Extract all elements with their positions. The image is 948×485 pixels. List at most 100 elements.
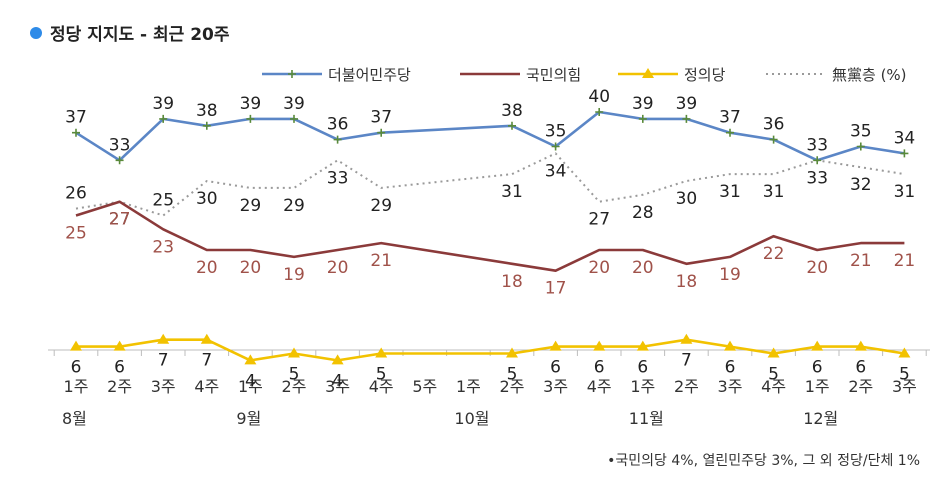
point-democratic	[290, 114, 298, 123]
point-democratic	[900, 149, 909, 158]
data-label-democratic: 36	[763, 115, 785, 135]
point-democratic	[726, 128, 734, 137]
data-label-justice: 7	[158, 351, 169, 371]
month-label: 8월	[62, 409, 87, 428]
point-democratic	[246, 114, 255, 123]
x-tick-label: 3주	[543, 377, 568, 396]
data-label-ppp: 20	[632, 258, 654, 278]
x-tick-label: 4주	[194, 377, 219, 396]
data-label-ppp: 20	[196, 258, 218, 278]
point-democratic	[202, 121, 211, 130]
data-label-democratic: 36	[327, 115, 349, 135]
title-bullet-icon	[30, 26, 42, 39]
data-label-ppp: 18	[676, 272, 698, 292]
data-label-ppp: 22	[763, 244, 785, 264]
month-label: 10월	[454, 409, 489, 428]
point-justice	[636, 340, 649, 351]
point-democratic	[508, 121, 516, 130]
data-label-ppp: 21	[894, 251, 916, 271]
data-label-democratic: 33	[806, 135, 828, 155]
series-line-independent	[75, 152, 905, 217]
x-tick-label: 3주	[151, 377, 176, 396]
series-line-democratic	[75, 110, 905, 162]
data-label-independent: 31	[763, 182, 785, 202]
data-label-justice: 6	[725, 358, 736, 378]
chart-title: 정당 지지도 - 최근 20주	[50, 25, 230, 45]
data-label-justice: 6	[812, 358, 823, 378]
point-democratic	[682, 114, 691, 123]
point-justice	[898, 347, 911, 358]
x-tick-label: 2주	[282, 377, 307, 396]
data-label-independent: 26	[65, 184, 87, 204]
x-tick-label: 1주	[64, 377, 89, 396]
data-label-ppp: 27	[109, 210, 131, 230]
data-label-democratic: 39	[283, 94, 305, 114]
data-label-justice: 5	[768, 365, 779, 385]
data-label-democratic: 37	[370, 108, 392, 128]
data-label-justice: 6	[114, 358, 125, 378]
point-justice	[549, 340, 562, 351]
data-label-justice: 6	[594, 358, 605, 378]
data-label-democratic: 39	[240, 94, 262, 114]
point-democratic	[638, 114, 647, 123]
month-label: 9월	[236, 409, 261, 428]
data-label-democratic: 35	[545, 122, 567, 142]
data-label-independent: 32	[850, 175, 872, 195]
legend-label-justice: 정의당	[684, 66, 726, 84]
data-label-ppp: 19	[719, 265, 741, 285]
point-democratic	[769, 135, 778, 144]
data-label-democratic: 38	[196, 101, 218, 121]
x-tick-label: 3주	[325, 377, 350, 396]
data-label-democratic: 39	[676, 94, 698, 114]
point-justice	[288, 347, 300, 358]
x-tick-label: 1주	[238, 377, 263, 396]
data-label-independent: 31	[501, 182, 523, 202]
point-justice	[767, 347, 780, 358]
data-label-independent: 27	[588, 210, 610, 230]
data-label-ppp: 21	[850, 251, 872, 271]
point-justice	[506, 347, 518, 358]
point-justice	[157, 333, 170, 344]
data-label-ppp: 17	[545, 279, 567, 299]
data-label-independent: 25	[152, 191, 174, 211]
data-label-democratic: 37	[65, 108, 87, 128]
data-label-ppp: 21	[370, 251, 392, 271]
data-label-justice: 6	[855, 358, 866, 378]
data-label-justice: 6	[71, 358, 82, 378]
legend-label-ppp: 국민의힘	[526, 66, 581, 84]
point-justice	[70, 340, 82, 351]
data-label-independent: 30	[196, 189, 218, 209]
data-label-independent: 29	[240, 196, 262, 216]
legend-label-independent: 無黨층 (%)	[832, 66, 907, 84]
data-label-democratic: 35	[850, 122, 872, 142]
data-label-independent: 33	[806, 168, 828, 188]
data-label-ppp: 20	[240, 258, 262, 278]
point-justice	[854, 340, 867, 351]
month-label: 11월	[629, 409, 664, 428]
x-tick-label: 4주	[369, 377, 394, 396]
point-justice	[331, 354, 344, 365]
data-label-democratic: 33	[109, 135, 131, 155]
data-label-justice: 5	[376, 365, 387, 385]
data-label-justice: 7	[681, 351, 692, 371]
point-democratic	[551, 142, 560, 151]
data-label-ppp: 20	[588, 258, 610, 278]
point-justice	[811, 340, 824, 351]
data-label-ppp: 19	[283, 265, 305, 285]
data-label-independent: 31	[894, 182, 916, 202]
point-democratic	[72, 128, 80, 137]
data-label-justice: 5	[507, 365, 518, 385]
x-tick-label: 4주	[761, 377, 786, 396]
x-tick-label: 3주	[892, 377, 917, 396]
data-label-ppp: 25	[65, 224, 87, 244]
point-justice	[680, 333, 693, 344]
point-justice	[200, 333, 213, 344]
data-label-justice: 6	[550, 358, 561, 378]
data-label-democratic: 39	[632, 94, 654, 114]
month-label: 12월	[803, 409, 838, 428]
data-label-independent: 30	[676, 189, 698, 209]
x-tick-label: 2주	[107, 377, 132, 396]
data-label-democratic: 38	[501, 101, 523, 121]
x-tick-label: 2주	[848, 377, 873, 396]
